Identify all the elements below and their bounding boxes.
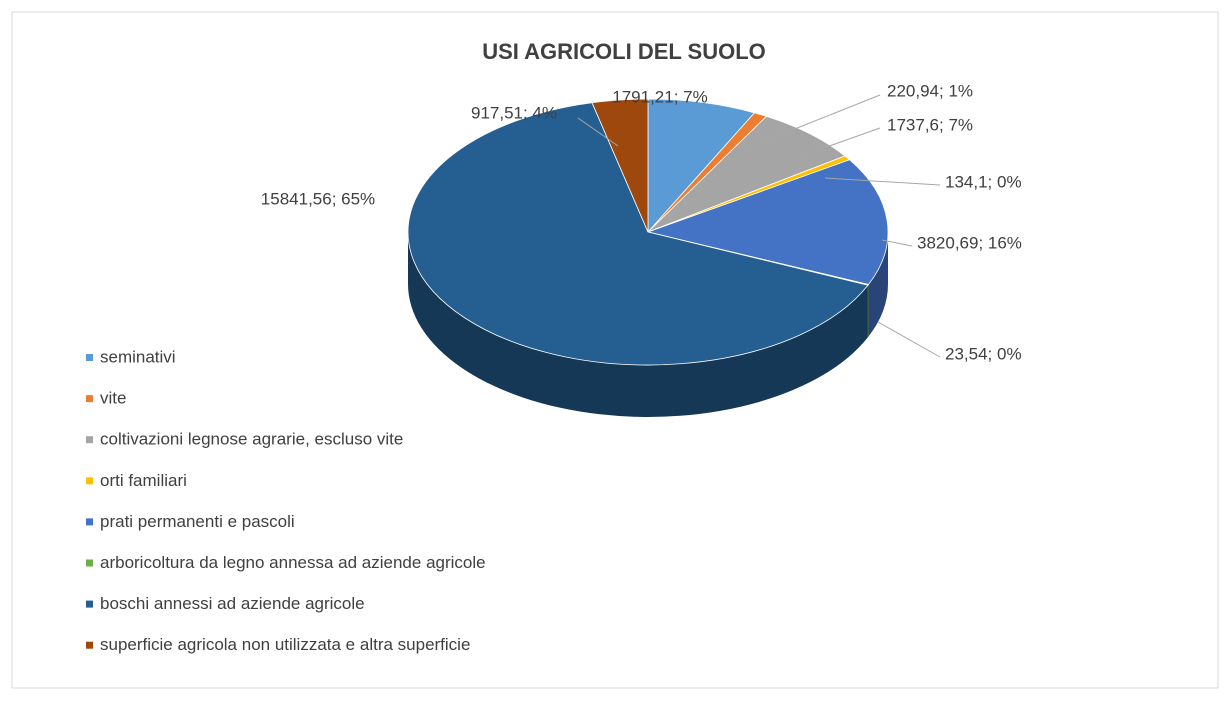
legend-label: orti familiari — [100, 471, 187, 490]
data-label: 23,54; 0% — [945, 344, 1022, 363]
leader-line — [824, 177, 941, 186]
legend-swatch — [86, 354, 93, 361]
pie-side — [408, 232, 868, 418]
data-label: 1791,21; 7% — [612, 87, 707, 106]
pie-slice — [647, 115, 846, 233]
legend-label: seminativi — [100, 347, 176, 366]
leader-line — [741, 94, 881, 151]
leader-line — [881, 239, 913, 247]
legend-label: arboricoltura da legno annessa ad aziend… — [100, 553, 486, 572]
pie-slice — [647, 98, 756, 234]
legend-swatch — [86, 477, 93, 485]
legend-label: boschi annessi ad aziende agricole — [100, 594, 365, 613]
pie-slice — [646, 159, 889, 285]
pie-slice — [407, 102, 869, 366]
legend-label: superficie agricola non utilizzata e alt… — [100, 635, 470, 654]
leader-line — [577, 117, 619, 147]
data-label: 134,1; 0% — [945, 172, 1022, 191]
legend-swatch — [86, 395, 93, 403]
legend-swatch — [86, 436, 93, 444]
pie-side — [867, 284, 869, 338]
legend-label: prati permanenti e pascoli — [100, 512, 295, 531]
leader-line — [789, 127, 881, 161]
legend-swatch — [86, 600, 93, 608]
leader-line — [877, 321, 941, 358]
legend-swatch — [86, 518, 93, 526]
legend-label: vite — [100, 389, 126, 408]
chart-title: USI AGRICOLI DEL SUOLO — [482, 39, 766, 64]
legend-label: coltivazioni legnose agrarie, escluso vi… — [100, 430, 403, 449]
legend-swatch — [86, 559, 93, 567]
data-label: 15841,56; 65% — [261, 189, 375, 208]
data-label: 917,51; 4% — [471, 103, 557, 122]
data-label: 220,94; 1% — [887, 81, 973, 100]
pie-side — [868, 232, 888, 337]
legend-swatch — [86, 641, 93, 649]
pie-slice — [591, 98, 649, 233]
data-label: 1737,6; 7% — [887, 115, 973, 134]
data-label: 3820,69; 16% — [917, 233, 1022, 252]
